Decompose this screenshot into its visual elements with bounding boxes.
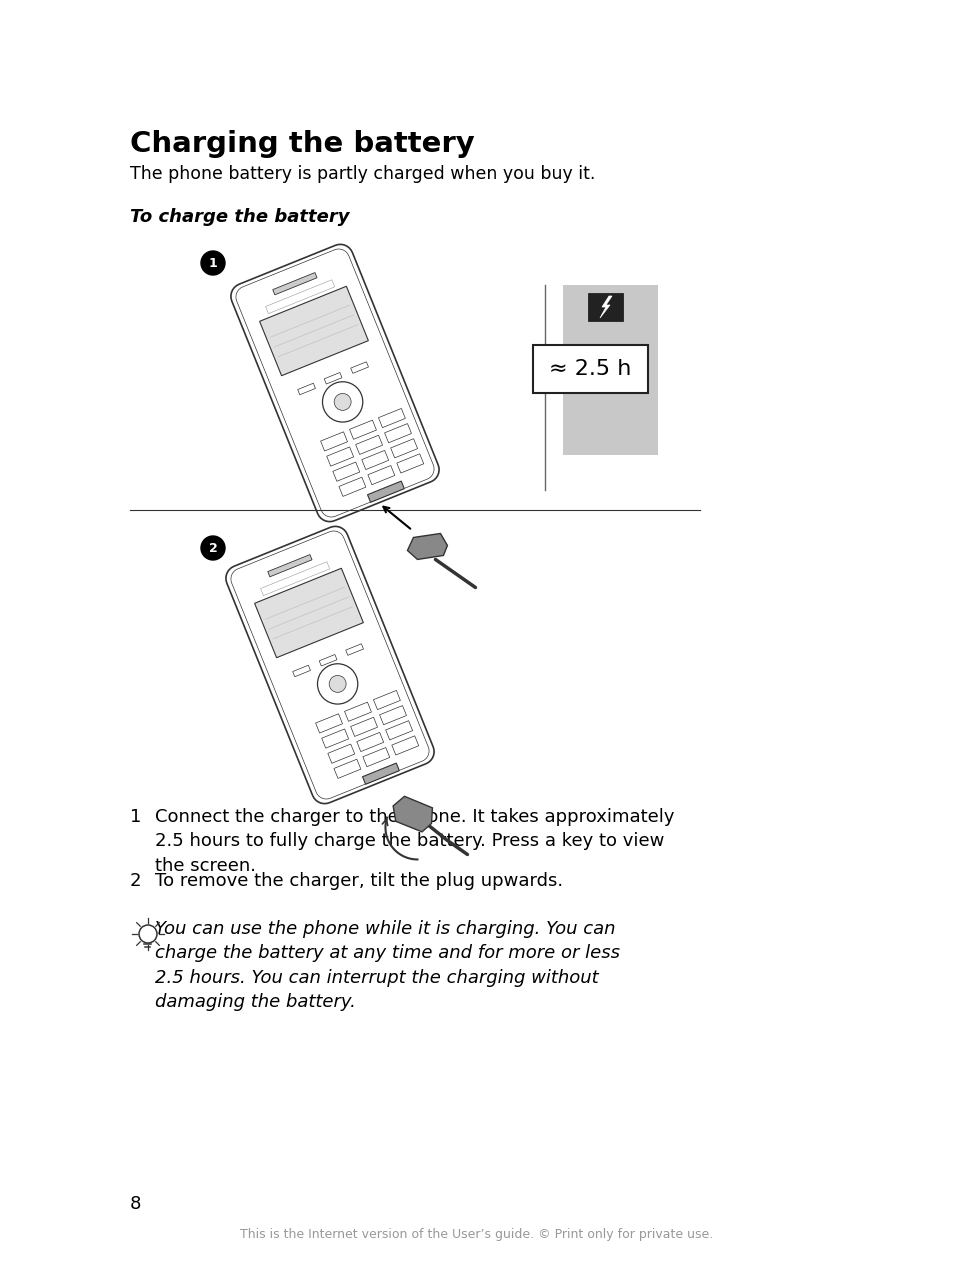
- Polygon shape: [349, 420, 376, 439]
- Polygon shape: [333, 462, 359, 481]
- Polygon shape: [385, 721, 412, 740]
- Polygon shape: [373, 690, 400, 709]
- Polygon shape: [599, 296, 612, 319]
- Circle shape: [334, 393, 351, 410]
- Polygon shape: [231, 245, 438, 522]
- Polygon shape: [319, 655, 336, 666]
- Polygon shape: [254, 569, 363, 657]
- Polygon shape: [268, 555, 312, 577]
- Polygon shape: [293, 665, 310, 676]
- Polygon shape: [344, 702, 371, 721]
- Text: This is the Internet version of the User’s guide. © Print only for private use.: This is the Internet version of the User…: [240, 1228, 713, 1241]
- Polygon shape: [362, 763, 399, 784]
- Polygon shape: [315, 714, 342, 733]
- Polygon shape: [361, 450, 388, 470]
- Polygon shape: [392, 736, 418, 755]
- Text: Connect the charger to the phone. It takes approximately
2.5 hours to fully char: Connect the charger to the phone. It tak…: [154, 808, 674, 874]
- Polygon shape: [259, 287, 368, 376]
- Polygon shape: [326, 447, 354, 466]
- FancyBboxPatch shape: [533, 345, 647, 393]
- Polygon shape: [362, 747, 390, 766]
- Polygon shape: [324, 373, 341, 385]
- Text: To charge the battery: To charge the battery: [130, 208, 349, 226]
- Text: 1: 1: [130, 808, 141, 826]
- Polygon shape: [297, 383, 315, 395]
- FancyBboxPatch shape: [562, 286, 658, 456]
- Text: 1: 1: [209, 256, 217, 269]
- Text: ≈ 2.5 h: ≈ 2.5 h: [549, 359, 631, 379]
- Text: Charging the battery: Charging the battery: [130, 129, 475, 159]
- Circle shape: [317, 664, 357, 704]
- Polygon shape: [391, 439, 417, 458]
- Polygon shape: [368, 466, 395, 485]
- Polygon shape: [356, 732, 383, 751]
- Polygon shape: [378, 409, 405, 428]
- Polygon shape: [351, 362, 368, 373]
- Polygon shape: [351, 717, 377, 736]
- Circle shape: [329, 675, 346, 693]
- Text: You can use the phone while it is charging. You can
charge the battery at any ti: You can use the phone while it is chargi…: [154, 920, 619, 1011]
- Polygon shape: [328, 744, 355, 763]
- Polygon shape: [355, 435, 382, 454]
- Polygon shape: [338, 477, 366, 496]
- Circle shape: [322, 382, 362, 423]
- Polygon shape: [345, 643, 363, 655]
- Polygon shape: [334, 759, 360, 778]
- Polygon shape: [407, 533, 447, 560]
- Polygon shape: [393, 797, 432, 832]
- Circle shape: [201, 536, 225, 560]
- Polygon shape: [396, 454, 423, 473]
- Polygon shape: [320, 431, 347, 450]
- Text: 2: 2: [130, 872, 141, 890]
- Polygon shape: [367, 481, 404, 503]
- Polygon shape: [379, 706, 406, 725]
- Polygon shape: [384, 424, 411, 443]
- Text: The phone battery is partly charged when you buy it.: The phone battery is partly charged when…: [130, 165, 595, 183]
- Polygon shape: [226, 527, 434, 803]
- Circle shape: [201, 251, 225, 275]
- Polygon shape: [321, 728, 348, 749]
- Text: To remove the charger, tilt the plug upwards.: To remove the charger, tilt the plug upw…: [154, 872, 562, 890]
- FancyBboxPatch shape: [587, 293, 622, 321]
- Polygon shape: [273, 273, 316, 294]
- Text: 2: 2: [209, 542, 217, 555]
- Text: 8: 8: [130, 1195, 141, 1213]
